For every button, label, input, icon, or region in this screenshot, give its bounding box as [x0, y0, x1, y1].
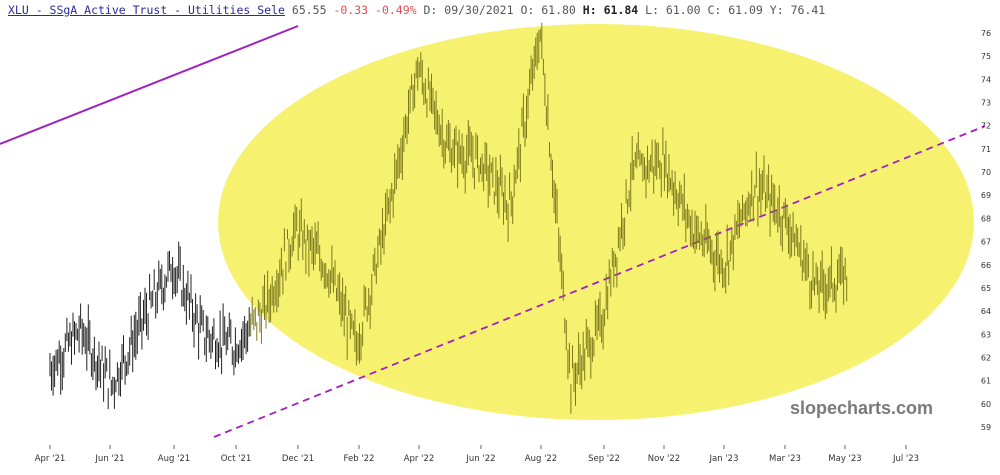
x-tick-label: Jul '23: [892, 454, 919, 464]
y-tick-label: 66: [981, 261, 991, 270]
low-value: L: 61.00: [645, 3, 701, 17]
x-tick-label: Apr '22: [404, 454, 435, 464]
highlight-ellipse: [218, 24, 974, 420]
x-tick-label: May '23: [828, 454, 861, 464]
x-tick-label: Aug '21: [158, 454, 190, 464]
yclose-value: Y: 76.41: [769, 3, 826, 17]
y-tick-label: 63: [981, 330, 991, 339]
date-value: D: 09/30/2021: [423, 3, 514, 17]
y-tick-label: 65: [981, 284, 991, 293]
change: -0.33: [333, 3, 369, 17]
y-tick-label: 61: [981, 377, 991, 386]
x-tick-label: Aug '22: [525, 454, 557, 464]
y-tick-label: 64: [981, 307, 991, 316]
x-tick-label: Mar '23: [769, 454, 801, 464]
y-tick-label: 71: [981, 145, 991, 154]
y-tick-label: 59: [981, 423, 991, 432]
price: 65.55: [291, 3, 327, 17]
y-tick-label: 62: [981, 354, 991, 363]
watermark-logo: slopecharts.com: [790, 398, 934, 418]
y-tick-label: 72: [981, 122, 991, 131]
y-tick-label: 73: [981, 99, 991, 108]
symbol-name[interactable]: XLU - SSgA Active Trust - Utilities Sele: [8, 3, 285, 17]
y-tick-label: 74: [981, 75, 991, 84]
x-tick-label: Feb '22: [344, 454, 375, 464]
y-tick-label: 75: [981, 52, 991, 61]
y-tick-label: 68: [981, 214, 991, 223]
chart-header: XLU - SSgA Active Trust - Utilities Sele…: [8, 3, 825, 17]
x-tick-label: Nov '22: [648, 454, 680, 464]
x-tick-label: Oct '21: [221, 454, 252, 464]
x-tick-label: Sep '22: [588, 454, 620, 464]
y-tick-label: 76: [981, 29, 991, 38]
solid-trendline: [0, 25, 299, 145]
y-tick-label: 67: [981, 238, 991, 247]
change-percent: -0.49%: [375, 3, 417, 17]
x-tick-label: Apr '21: [35, 454, 66, 464]
y-tick-label: 70: [981, 168, 991, 177]
open-value: O: 61.80: [520, 3, 576, 17]
y-tick-label: 60: [981, 400, 991, 409]
y-tick-label: 69: [981, 191, 991, 200]
x-tick-label: Jan '23: [709, 454, 739, 464]
x-tick-label: Jun '22: [465, 454, 495, 464]
high-value: 61.84: [603, 3, 639, 17]
x-tick-label: Jun '21: [94, 454, 124, 464]
dashed-trendline: [213, 125, 986, 438]
close-value: C: 61.09: [707, 3, 763, 17]
high-label: H:: [582, 3, 597, 17]
x-tick-label: Dec '21: [282, 454, 314, 464]
